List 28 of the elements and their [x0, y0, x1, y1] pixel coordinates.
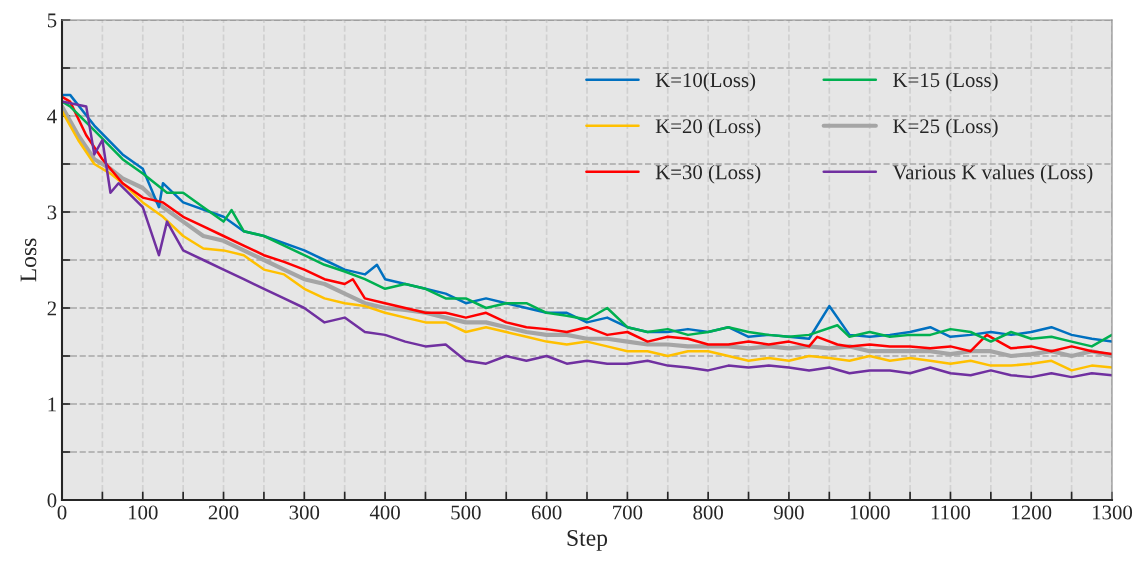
- x-tick-label: 500: [451, 505, 481, 520]
- legend-label: K=25 (Loss): [893, 118, 998, 138]
- x-axis-title: Step: [567, 530, 608, 551]
- x-tick-label: 200: [208, 505, 239, 520]
- x-tick-label: 100: [128, 505, 158, 520]
- y-axis-title: Loss: [20, 238, 37, 282]
- legend-label: K=15 (Loss): [893, 72, 998, 92]
- y-tick-label: 1: [48, 397, 56, 412]
- x-tick-label: 300: [289, 505, 320, 520]
- x-tick-label: 1000: [850, 505, 890, 520]
- legend-label: K=20 (Loss): [655, 118, 761, 138]
- y-tick-label: 2: [47, 301, 56, 316]
- x-tick-label: 400: [369, 505, 400, 520]
- x-tick-label: 1300: [1093, 505, 1133, 520]
- y-tick-label: 5: [47, 13, 57, 28]
- x-tick-label: 600: [531, 505, 562, 520]
- x-tick-label: 0: [57, 505, 67, 520]
- x-tick-label: 1200: [1012, 505, 1052, 520]
- x-tick-label: 700: [613, 505, 643, 520]
- legend-label: K=30 (Loss): [655, 164, 761, 184]
- x-tick-label: 800: [693, 505, 723, 520]
- x-tick-label: 900: [773, 505, 804, 520]
- legend-label: K=10(Loss): [655, 72, 756, 92]
- y-tick-label: 4: [47, 109, 57, 124]
- y-tick-label: 3: [47, 205, 57, 220]
- y-tick-label: 0: [47, 493, 57, 508]
- x-tick-label: 1100: [931, 505, 971, 520]
- legend-label: Various K values (Loss): [892, 164, 1093, 184]
